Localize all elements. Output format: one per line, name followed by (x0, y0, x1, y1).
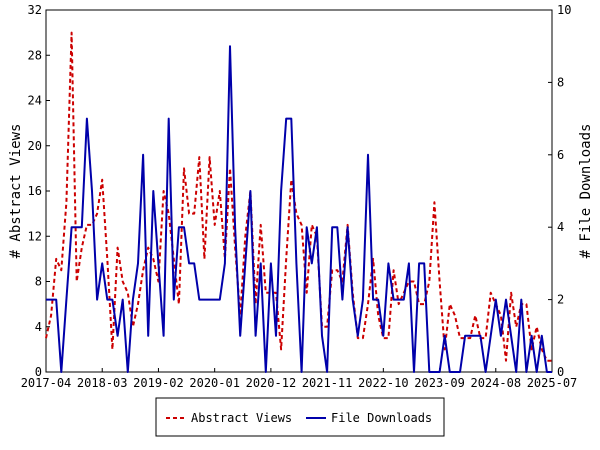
left-y-tick-label: 8 (35, 275, 42, 289)
abstract-views-line (45, 31, 552, 362)
left-y-tick-label: 32 (28, 3, 42, 17)
right-y-tick-label: 2 (557, 293, 564, 307)
left-y-tick-label: 28 (28, 48, 42, 62)
x-tick-label: 2020-12 (246, 376, 297, 390)
right-y-tick-label: 10 (557, 3, 571, 17)
legend-abstract-views-label: Abstract Views (191, 411, 292, 425)
x-tick-label: 2022-10 (358, 376, 409, 390)
file-downloads-line (46, 45, 552, 373)
left-y-tick-label: 16 (28, 184, 42, 198)
x-tick-label: 2021-11 (302, 376, 353, 390)
y2-axis-title: # File Downloads (578, 124, 594, 259)
right-y-tick-label: 6 (557, 148, 564, 162)
right-y-tick-label: 4 (557, 220, 564, 234)
left-y-tick-label: 12 (28, 229, 42, 243)
x-axis: 2017-04 2018-03 2019-02 2020-01 2020-12 2021-… (21, 368, 578, 390)
right-y-tick-label: 0 (557, 365, 564, 379)
right-y-axis: 0 2 4 6 8 10 (548, 3, 571, 379)
right-y-tick-label: 8 (557, 75, 564, 89)
legend: Abstract Views File Downloads (155, 397, 445, 437)
x-tick-label: 2023-09 (414, 376, 465, 390)
x-tick-label: 2024-08 (470, 376, 521, 390)
legend-box (155, 397, 445, 437)
x-tick-label: 2019-02 (133, 376, 184, 390)
left-y-tick-label: 20 (28, 139, 42, 153)
left-y-tick-label: 4 (35, 320, 42, 334)
x-tick-label: 2018-03 (77, 376, 128, 390)
x-tick-label: 2020-01 (189, 376, 240, 390)
x-tick-label: 2017-04 (21, 376, 72, 390)
series-layer (45, 31, 552, 373)
left-y-tick-label: 24 (28, 94, 42, 108)
y-axis-title: # Abstract Views (8, 124, 24, 259)
left-y-axis: 0 4 8 12 16 20 24 28 32 (28, 3, 50, 379)
legend-file-downloads-label: File Downloads (331, 411, 432, 425)
x-tick-label: 2025-07 (527, 376, 578, 390)
left-y-tick-label: 0 (35, 365, 42, 379)
